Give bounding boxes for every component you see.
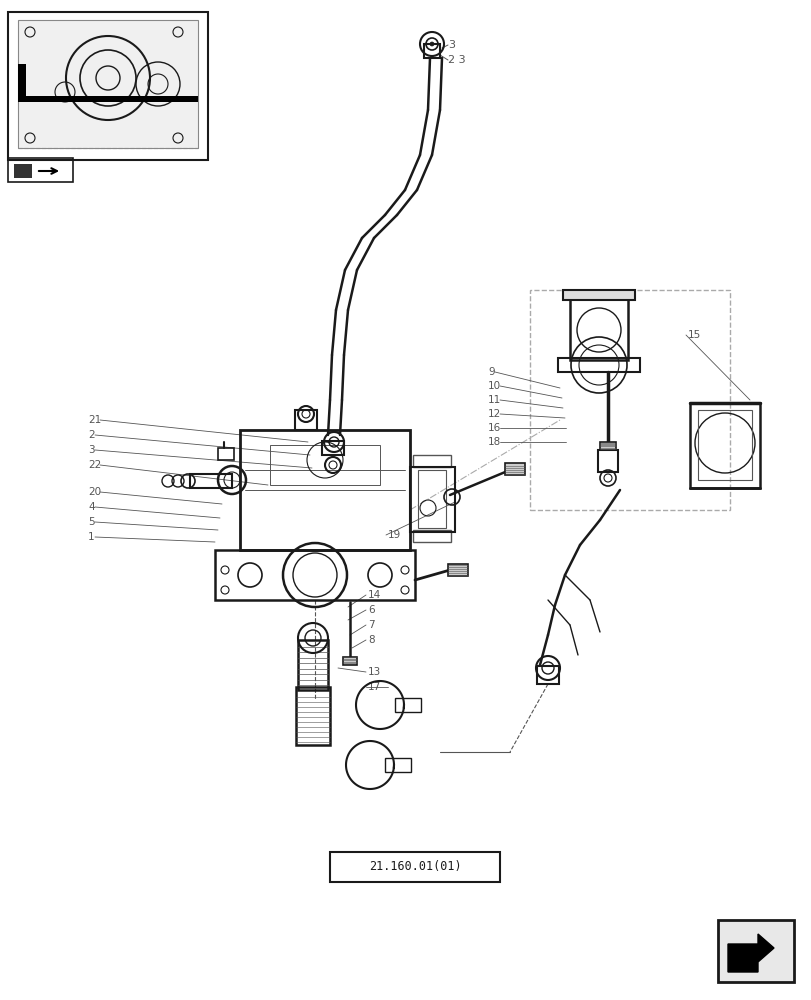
Bar (697, 410, 751, 480)
Bar (18, 20, 198, 148)
Bar (342, 657, 357, 665)
Text: 21: 21 (88, 415, 101, 425)
Bar (597, 450, 617, 472)
Bar (413, 455, 450, 467)
Bar (562, 290, 634, 300)
Text: 14: 14 (367, 590, 381, 600)
Text: 2: 2 (88, 430, 95, 440)
Bar (536, 666, 558, 684)
Text: 7: 7 (367, 620, 374, 630)
Bar (8, 158, 73, 182)
Text: 20: 20 (88, 487, 101, 497)
Text: 3: 3 (88, 445, 95, 455)
Text: 3: 3 (448, 40, 454, 50)
Text: 13: 13 (367, 667, 381, 677)
Text: 17: 17 (367, 682, 381, 692)
Text: 22: 22 (88, 460, 101, 470)
Bar (329, 852, 500, 882)
Text: 4: 4 (88, 502, 95, 512)
Bar (18, 96, 198, 102)
Text: 5: 5 (88, 517, 95, 527)
Bar (240, 430, 410, 550)
Bar (18, 64, 26, 102)
Bar (190, 474, 232, 488)
Text: 9: 9 (487, 367, 494, 377)
Bar (215, 550, 414, 600)
Text: 19: 19 (388, 530, 401, 540)
Text: 8: 8 (367, 635, 374, 645)
Bar (217, 448, 234, 460)
Text: 1: 1 (88, 532, 95, 542)
Bar (322, 441, 344, 455)
Text: 11: 11 (487, 395, 500, 405)
Bar (423, 44, 440, 58)
Bar (394, 698, 420, 712)
Bar (557, 358, 639, 372)
Bar (413, 530, 450, 542)
Bar (599, 442, 616, 450)
Bar (296, 687, 329, 745)
Text: 2 3: 2 3 (448, 55, 465, 65)
Bar (14, 164, 32, 178)
Text: 10: 10 (487, 381, 500, 391)
Bar (298, 640, 328, 690)
Text: 18: 18 (487, 437, 500, 447)
Bar (384, 758, 410, 772)
Polygon shape (727, 934, 773, 972)
Bar (689, 403, 759, 488)
Text: 6: 6 (367, 605, 374, 615)
Bar (8, 12, 208, 160)
Bar (448, 564, 467, 576)
Text: 12: 12 (487, 409, 500, 419)
Text: 15: 15 (687, 330, 701, 340)
Bar (717, 920, 793, 982)
Bar (418, 470, 445, 528)
Bar (569, 298, 627, 360)
Text: 16: 16 (487, 423, 500, 433)
Bar (504, 463, 525, 475)
Bar (410, 467, 454, 532)
Text: 21.160.01(01): 21.160.01(01) (368, 860, 461, 874)
Bar (530, 290, 729, 510)
Bar (270, 445, 380, 485)
Bar (294, 410, 316, 430)
Circle shape (430, 42, 433, 46)
